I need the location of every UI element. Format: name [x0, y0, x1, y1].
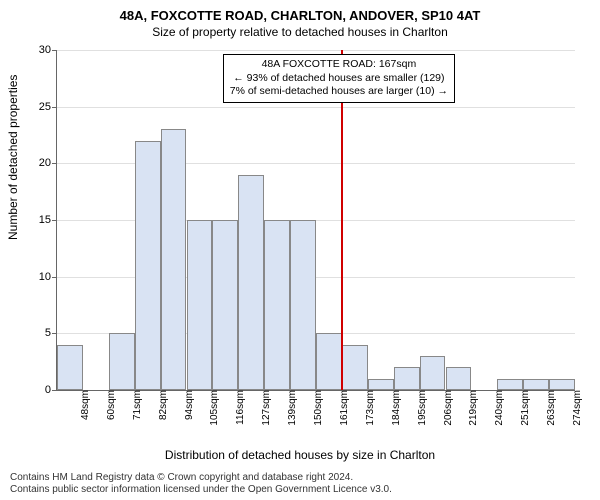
histogram-bar	[290, 220, 316, 390]
x-tick-label: 48sqm	[74, 390, 91, 420]
x-tick-label: 184sqm	[385, 390, 402, 426]
x-tick-label: 150sqm	[307, 390, 324, 426]
x-tick-label: 94sqm	[178, 390, 195, 420]
annotation-line1: 48A FOXCOTTE ROAD: 167sqm	[230, 58, 448, 72]
y-tick-mark	[52, 220, 57, 221]
histogram-bar	[264, 220, 290, 390]
y-tick-mark	[52, 50, 57, 51]
histogram-bar	[497, 379, 523, 390]
x-tick-label: 206sqm	[437, 390, 454, 426]
x-tick-label: 60sqm	[100, 390, 117, 420]
x-tick-label: 71sqm	[126, 390, 143, 420]
footer-line1: Contains HM Land Registry data © Crown c…	[10, 472, 590, 484]
x-tick-label: 274sqm	[566, 390, 583, 426]
histogram-bar	[446, 367, 472, 390]
histogram-bar	[187, 220, 213, 390]
histogram-bar	[368, 379, 394, 390]
histogram-bar	[523, 379, 549, 390]
gridline	[57, 50, 575, 51]
histogram-bar	[420, 356, 446, 390]
annotation-line3: 7% of semi-detached houses are larger (1…	[230, 85, 448, 99]
histogram-bar	[316, 333, 342, 390]
y-tick-mark	[52, 163, 57, 164]
x-tick-label: 161sqm	[333, 390, 350, 426]
x-tick-label: 195sqm	[411, 390, 428, 426]
histogram-bar	[342, 345, 368, 390]
x-tick-label: 240sqm	[488, 390, 505, 426]
chart-title: 48A, FOXCOTTE ROAD, CHARLTON, ANDOVER, S…	[0, 0, 600, 23]
x-axis-label: Distribution of detached houses by size …	[0, 448, 600, 462]
y-tick-mark	[52, 107, 57, 108]
footer-line2: Contains public sector information licen…	[10, 484, 590, 496]
y-axis-label: Number of detached properties	[6, 75, 20, 240]
x-tick-label: 105sqm	[203, 390, 220, 426]
footer-attribution: Contains HM Land Registry data © Crown c…	[0, 472, 600, 496]
chart-container: 48A, FOXCOTTE ROAD, CHARLTON, ANDOVER, S…	[0, 0, 600, 500]
x-tick-label: 127sqm	[255, 390, 272, 426]
x-tick-label: 82sqm	[152, 390, 169, 420]
histogram-bar	[135, 141, 161, 390]
x-tick-label: 251sqm	[514, 390, 531, 426]
x-tick-label: 263sqm	[540, 390, 557, 426]
histogram-bar	[212, 220, 238, 390]
y-tick-mark	[52, 390, 57, 391]
x-tick-label: 173sqm	[359, 390, 376, 426]
histogram-bar	[161, 129, 187, 390]
y-tick-mark	[52, 277, 57, 278]
histogram-bar	[394, 367, 420, 390]
histogram-bar	[238, 175, 264, 390]
plot-inner: 05101520253048sqm60sqm71sqm82sqm94sqm105…	[56, 50, 575, 391]
chart-subtitle: Size of property relative to detached ho…	[0, 23, 600, 39]
x-tick-label: 116sqm	[229, 390, 246, 425]
plot-area: 05101520253048sqm60sqm71sqm82sqm94sqm105…	[56, 50, 574, 390]
x-tick-label: 219sqm	[462, 390, 479, 426]
histogram-bar	[549, 379, 575, 390]
annotation-line2: ← 93% of detached houses are smaller (12…	[230, 72, 448, 86]
gridline	[57, 107, 575, 108]
y-tick-mark	[52, 333, 57, 334]
histogram-bar	[109, 333, 135, 390]
annotation-box: 48A FOXCOTTE ROAD: 167sqm← 93% of detach…	[223, 54, 455, 103]
histogram-bar	[57, 345, 83, 390]
x-tick-label: 139sqm	[281, 390, 298, 426]
